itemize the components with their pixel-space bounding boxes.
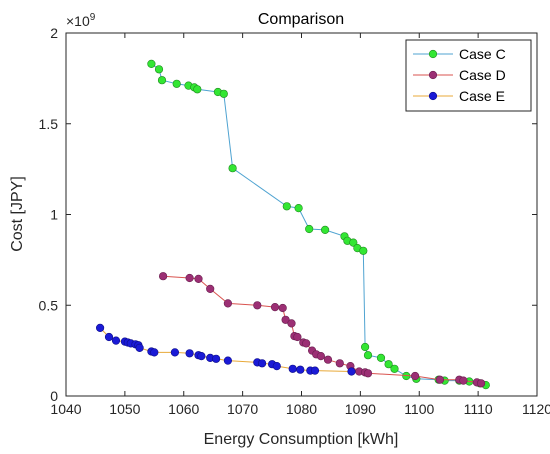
- data-point: [305, 224, 314, 234]
- data-point: [411, 371, 420, 381]
- data-point: [193, 85, 202, 94]
- data-point: [302, 339, 311, 348]
- data-point: [197, 352, 206, 361]
- y-exponent-base: ×10: [66, 13, 90, 29]
- data-point: [223, 299, 232, 308]
- x-tick-label: 1100: [404, 401, 434, 417]
- data-point: [296, 365, 305, 374]
- legend-marker: [428, 91, 438, 101]
- x-tick-label: 1070: [227, 401, 258, 417]
- data-point: [459, 376, 468, 385]
- legend-label: Case D: [459, 67, 506, 83]
- data-point: [323, 355, 333, 364]
- data-point: [150, 348, 159, 357]
- data-point: [157, 76, 167, 85]
- y-axis-exponent: ×109: [66, 12, 96, 29]
- data-point: [95, 323, 105, 333]
- x-tick-label: 1050: [109, 401, 140, 417]
- data-point: [294, 204, 303, 213]
- data-point: [376, 353, 386, 363]
- legend-label: Case C: [459, 46, 506, 62]
- data-point: [185, 273, 194, 283]
- x-tick-label: 1090: [345, 401, 376, 417]
- legend-label: Case E: [459, 88, 505, 104]
- data-point: [288, 364, 297, 373]
- data-point: [206, 284, 215, 294]
- chart-title: Comparison: [258, 11, 344, 28]
- data-point: [278, 303, 287, 313]
- data-point: [310, 366, 320, 375]
- data-point: [154, 65, 164, 74]
- y-axis-ticks: 0 0.5 1 1.5 2: [39, 25, 537, 404]
- y-tick-label: 2: [50, 25, 58, 41]
- data-point: [363, 369, 373, 378]
- legend-item: Case E: [413, 88, 505, 104]
- data-point: [253, 301, 262, 310]
- y-exponent-power: 9: [90, 12, 96, 23]
- data-point: [104, 332, 114, 342]
- x-axis-label: Energy Consumption [kWh]: [204, 431, 399, 448]
- data-point: [170, 348, 179, 357]
- data-point: [359, 246, 368, 255]
- legend-marker: [428, 70, 438, 80]
- data-point: [212, 354, 221, 363]
- data-point: [135, 343, 144, 353]
- data-point: [111, 336, 121, 345]
- data-point: [258, 359, 267, 368]
- data-point: [272, 362, 281, 371]
- data-point: [219, 89, 228, 98]
- series-case-d: [159, 272, 486, 388]
- data-point: [335, 359, 344, 368]
- data-point: [349, 238, 358, 247]
- x-tick-label: 1080: [286, 401, 317, 417]
- legend: Case C Case D Case E: [405, 39, 532, 112]
- x-axis-ticks: 1040 1050 1060 1070 1080 1090 1100 1110 1120: [50, 33, 550, 417]
- data-point: [477, 379, 486, 388]
- data-point: [172, 79, 181, 88]
- y-tick-label: 1.5: [39, 116, 59, 132]
- x-tick-label: 1040: [50, 401, 81, 417]
- y-axis-label: Cost [JPY]: [9, 176, 26, 252]
- data-point: [270, 303, 280, 312]
- data-point: [361, 342, 370, 352]
- data-point: [293, 332, 302, 342]
- data-point: [185, 349, 194, 358]
- legend-item: Case D: [413, 67, 506, 83]
- data-point: [281, 315, 290, 324]
- data-point: [194, 274, 203, 284]
- x-tick-label: 1120: [522, 401, 550, 417]
- data-point: [363, 351, 373, 360]
- data-point: [223, 356, 232, 365]
- data-point: [287, 319, 296, 328]
- legend-item: Case C: [413, 46, 506, 62]
- x-tick-label: 1060: [168, 401, 199, 417]
- data-point: [147, 59, 156, 69]
- y-tick-label: 0.5: [39, 297, 59, 313]
- data-point: [159, 272, 168, 281]
- legend-marker: [428, 49, 438, 59]
- data-point: [321, 225, 330, 234]
- y-tick-label: 0: [50, 388, 58, 404]
- data-point: [390, 364, 399, 373]
- data-point: [282, 202, 291, 211]
- data-point: [435, 375, 445, 384]
- x-tick-label: 1110: [464, 401, 493, 417]
- data-point: [384, 360, 393, 369]
- data-point: [347, 367, 356, 376]
- y-tick-label: 1: [50, 207, 58, 223]
- data-point: [316, 352, 326, 361]
- series-layer: [95, 59, 490, 390]
- series-case-e: [95, 323, 356, 376]
- data-point: [228, 164, 237, 173]
